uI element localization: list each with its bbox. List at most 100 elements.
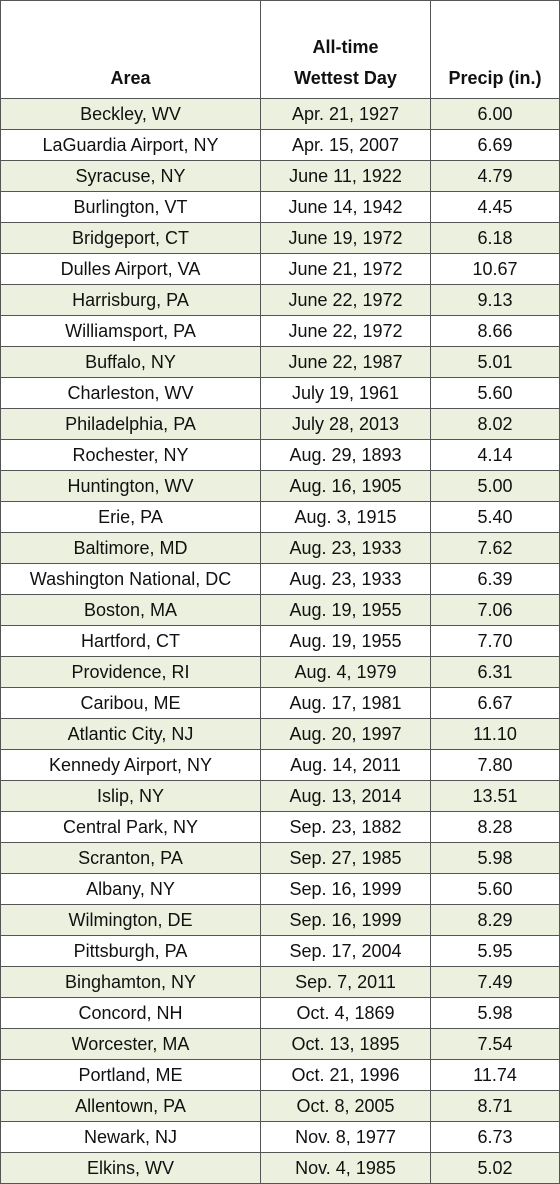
table-cell: Concord, NH <box>0 997 261 1029</box>
table-cell: June 22, 1987 <box>260 346 431 378</box>
table-cell: Apr. 15, 2007 <box>260 129 431 161</box>
table-cell: 5.40 <box>430 501 560 533</box>
table-cell: Oct. 13, 1895 <box>260 1028 431 1060</box>
table-cell: 6.31 <box>430 656 560 688</box>
table-cell: 5.95 <box>430 935 560 967</box>
table-cell: 7.54 <box>430 1028 560 1060</box>
header-cell: Precip (in.) <box>430 0 560 99</box>
table-cell: 6.39 <box>430 563 560 595</box>
table-cell: Rochester, NY <box>0 439 261 471</box>
table-row: Atlantic City, NJ Aug. 20, 1997 11.10 <box>0 718 560 750</box>
table-cell: Baltimore, MD <box>0 532 261 564</box>
table-cell: 11.10 <box>430 718 560 750</box>
table-cell: Scranton, PA <box>0 842 261 874</box>
table-cell: Burlington, VT <box>0 191 261 223</box>
table-cell: 5.02 <box>430 1152 560 1184</box>
table-cell: 5.98 <box>430 842 560 874</box>
table-cell: Sep. 16, 1999 <box>260 904 431 936</box>
table-cell: June 22, 1972 <box>260 315 431 347</box>
table-cell: 6.00 <box>430 98 560 130</box>
table-cell: 7.80 <box>430 749 560 781</box>
table-row: Bridgeport, CT June 19, 1972 6.18 <box>0 222 560 254</box>
table-row: Erie, PA Aug. 3, 1915 5.40 <box>0 501 560 533</box>
table-cell: 6.69 <box>430 129 560 161</box>
table-cell: 8.02 <box>430 408 560 440</box>
table-cell: Oct. 8, 2005 <box>260 1090 431 1122</box>
table-cell: Central Park, NY <box>0 811 261 843</box>
table-cell: Sep. 16, 1999 <box>260 873 431 905</box>
table-cell: Boston, MA <box>0 594 261 626</box>
table-cell: Buffalo, NY <box>0 346 261 378</box>
table-row: Buffalo, NY June 22, 1987 5.01 <box>0 346 560 378</box>
table-cell: 10.67 <box>430 253 560 285</box>
table-cell: Pittsburgh, PA <box>0 935 261 967</box>
table-row: Washington National, DC Aug. 23, 1933 6.39 <box>0 563 560 595</box>
table-cell: June 21, 1972 <box>260 253 431 285</box>
table-row: Beckley, WV Apr. 21, 1927 6.00 <box>0 98 560 130</box>
table-row: Pittsburgh, PA Sep. 17, 2004 5.95 <box>0 935 560 967</box>
table-row: Elkins, WV Nov. 4, 1985 5.02 <box>0 1152 560 1184</box>
table-cell: 9.13 <box>430 284 560 316</box>
table-cell: Aug. 3, 1915 <box>260 501 431 533</box>
table-row: Portland, ME Oct. 21, 1996 11.74 <box>0 1059 560 1091</box>
table-cell: Binghamton, NY <box>0 966 261 998</box>
table-row: Kennedy Airport, NY Aug. 14, 2011 7.80 <box>0 749 560 781</box>
table-cell: 5.60 <box>430 377 560 409</box>
table-cell: Syracuse, NY <box>0 160 261 192</box>
table-row: Providence, RI Aug. 4, 1979 6.31 <box>0 656 560 688</box>
table-cell: LaGuardia Airport, NY <box>0 129 261 161</box>
table-cell: Sep. 23, 1882 <box>260 811 431 843</box>
table-cell: Albany, NY <box>0 873 261 905</box>
table-body: Beckley, WV Apr. 21, 1927 6.00 LaGuardia Ai… <box>0 98 560 1184</box>
table-cell: Sep. 7, 2011 <box>260 966 431 998</box>
table-cell: June 11, 1922 <box>260 160 431 192</box>
table-cell: Sep. 17, 2004 <box>260 935 431 967</box>
table-cell: Aug. 29, 1893 <box>260 439 431 471</box>
table-cell: 4.45 <box>430 191 560 223</box>
table-cell: Aug. 19, 1955 <box>260 594 431 626</box>
table-cell: Harrisburg, PA <box>0 284 261 316</box>
table-cell: Aug. 23, 1933 <box>260 563 431 595</box>
table-cell: Hartford, CT <box>0 625 261 657</box>
table-cell: 8.66 <box>430 315 560 347</box>
table-cell: Kennedy Airport, NY <box>0 749 261 781</box>
table-row: Allentown, PA Oct. 8, 2005 8.71 <box>0 1090 560 1122</box>
table-row: Williamsport, PA June 22, 1972 8.66 <box>0 315 560 347</box>
table-cell: Bridgeport, CT <box>0 222 261 254</box>
table-cell: June 22, 1972 <box>260 284 431 316</box>
table-cell: July 28, 2013 <box>260 408 431 440</box>
table-cell: Caribou, ME <box>0 687 261 719</box>
table-row: Hartford, CT Aug. 19, 1955 7.70 <box>0 625 560 657</box>
table-cell: Sep. 27, 1985 <box>260 842 431 874</box>
table-cell: Portland, ME <box>0 1059 261 1091</box>
table-row: Dulles Airport, VA June 21, 1972 10.67 <box>0 253 560 285</box>
table-cell: Aug. 19, 1955 <box>260 625 431 657</box>
table-cell: 7.06 <box>430 594 560 626</box>
table-cell: Aug. 16, 1905 <box>260 470 431 502</box>
table-cell: 11.74 <box>430 1059 560 1091</box>
table-cell: Islip, NY <box>0 780 261 812</box>
table-cell: Williamsport, PA <box>0 315 261 347</box>
table-cell: 5.98 <box>430 997 560 1029</box>
table-cell: Erie, PA <box>0 501 261 533</box>
table-cell: Aug. 17, 1981 <box>260 687 431 719</box>
table-cell: Allentown, PA <box>0 1090 261 1122</box>
table-cell: June 14, 1942 <box>260 191 431 223</box>
table-cell: 5.00 <box>430 470 560 502</box>
table-row: Huntington, WV Aug. 16, 1905 5.00 <box>0 470 560 502</box>
table-cell: 6.67 <box>430 687 560 719</box>
table-row: Rochester, NY Aug. 29, 1893 4.14 <box>0 439 560 471</box>
table-cell: 13.51 <box>430 780 560 812</box>
table-row: Baltimore, MD Aug. 23, 1933 7.62 <box>0 532 560 564</box>
table-cell: Huntington, WV <box>0 470 261 502</box>
table-cell: Aug. 4, 1979 <box>260 656 431 688</box>
table-row: Worcester, MA Oct. 13, 1895 7.54 <box>0 1028 560 1060</box>
table-row: LaGuardia Airport, NY Apr. 15, 2007 6.69 <box>0 129 560 161</box>
table-cell: 8.71 <box>430 1090 560 1122</box>
table-cell: Nov. 8, 1977 <box>260 1121 431 1153</box>
table-cell: Apr. 21, 1927 <box>260 98 431 130</box>
table-row: Scranton, PA Sep. 27, 1985 5.98 <box>0 842 560 874</box>
table-row: Newark, NJ Nov. 8, 1977 6.73 <box>0 1121 560 1153</box>
